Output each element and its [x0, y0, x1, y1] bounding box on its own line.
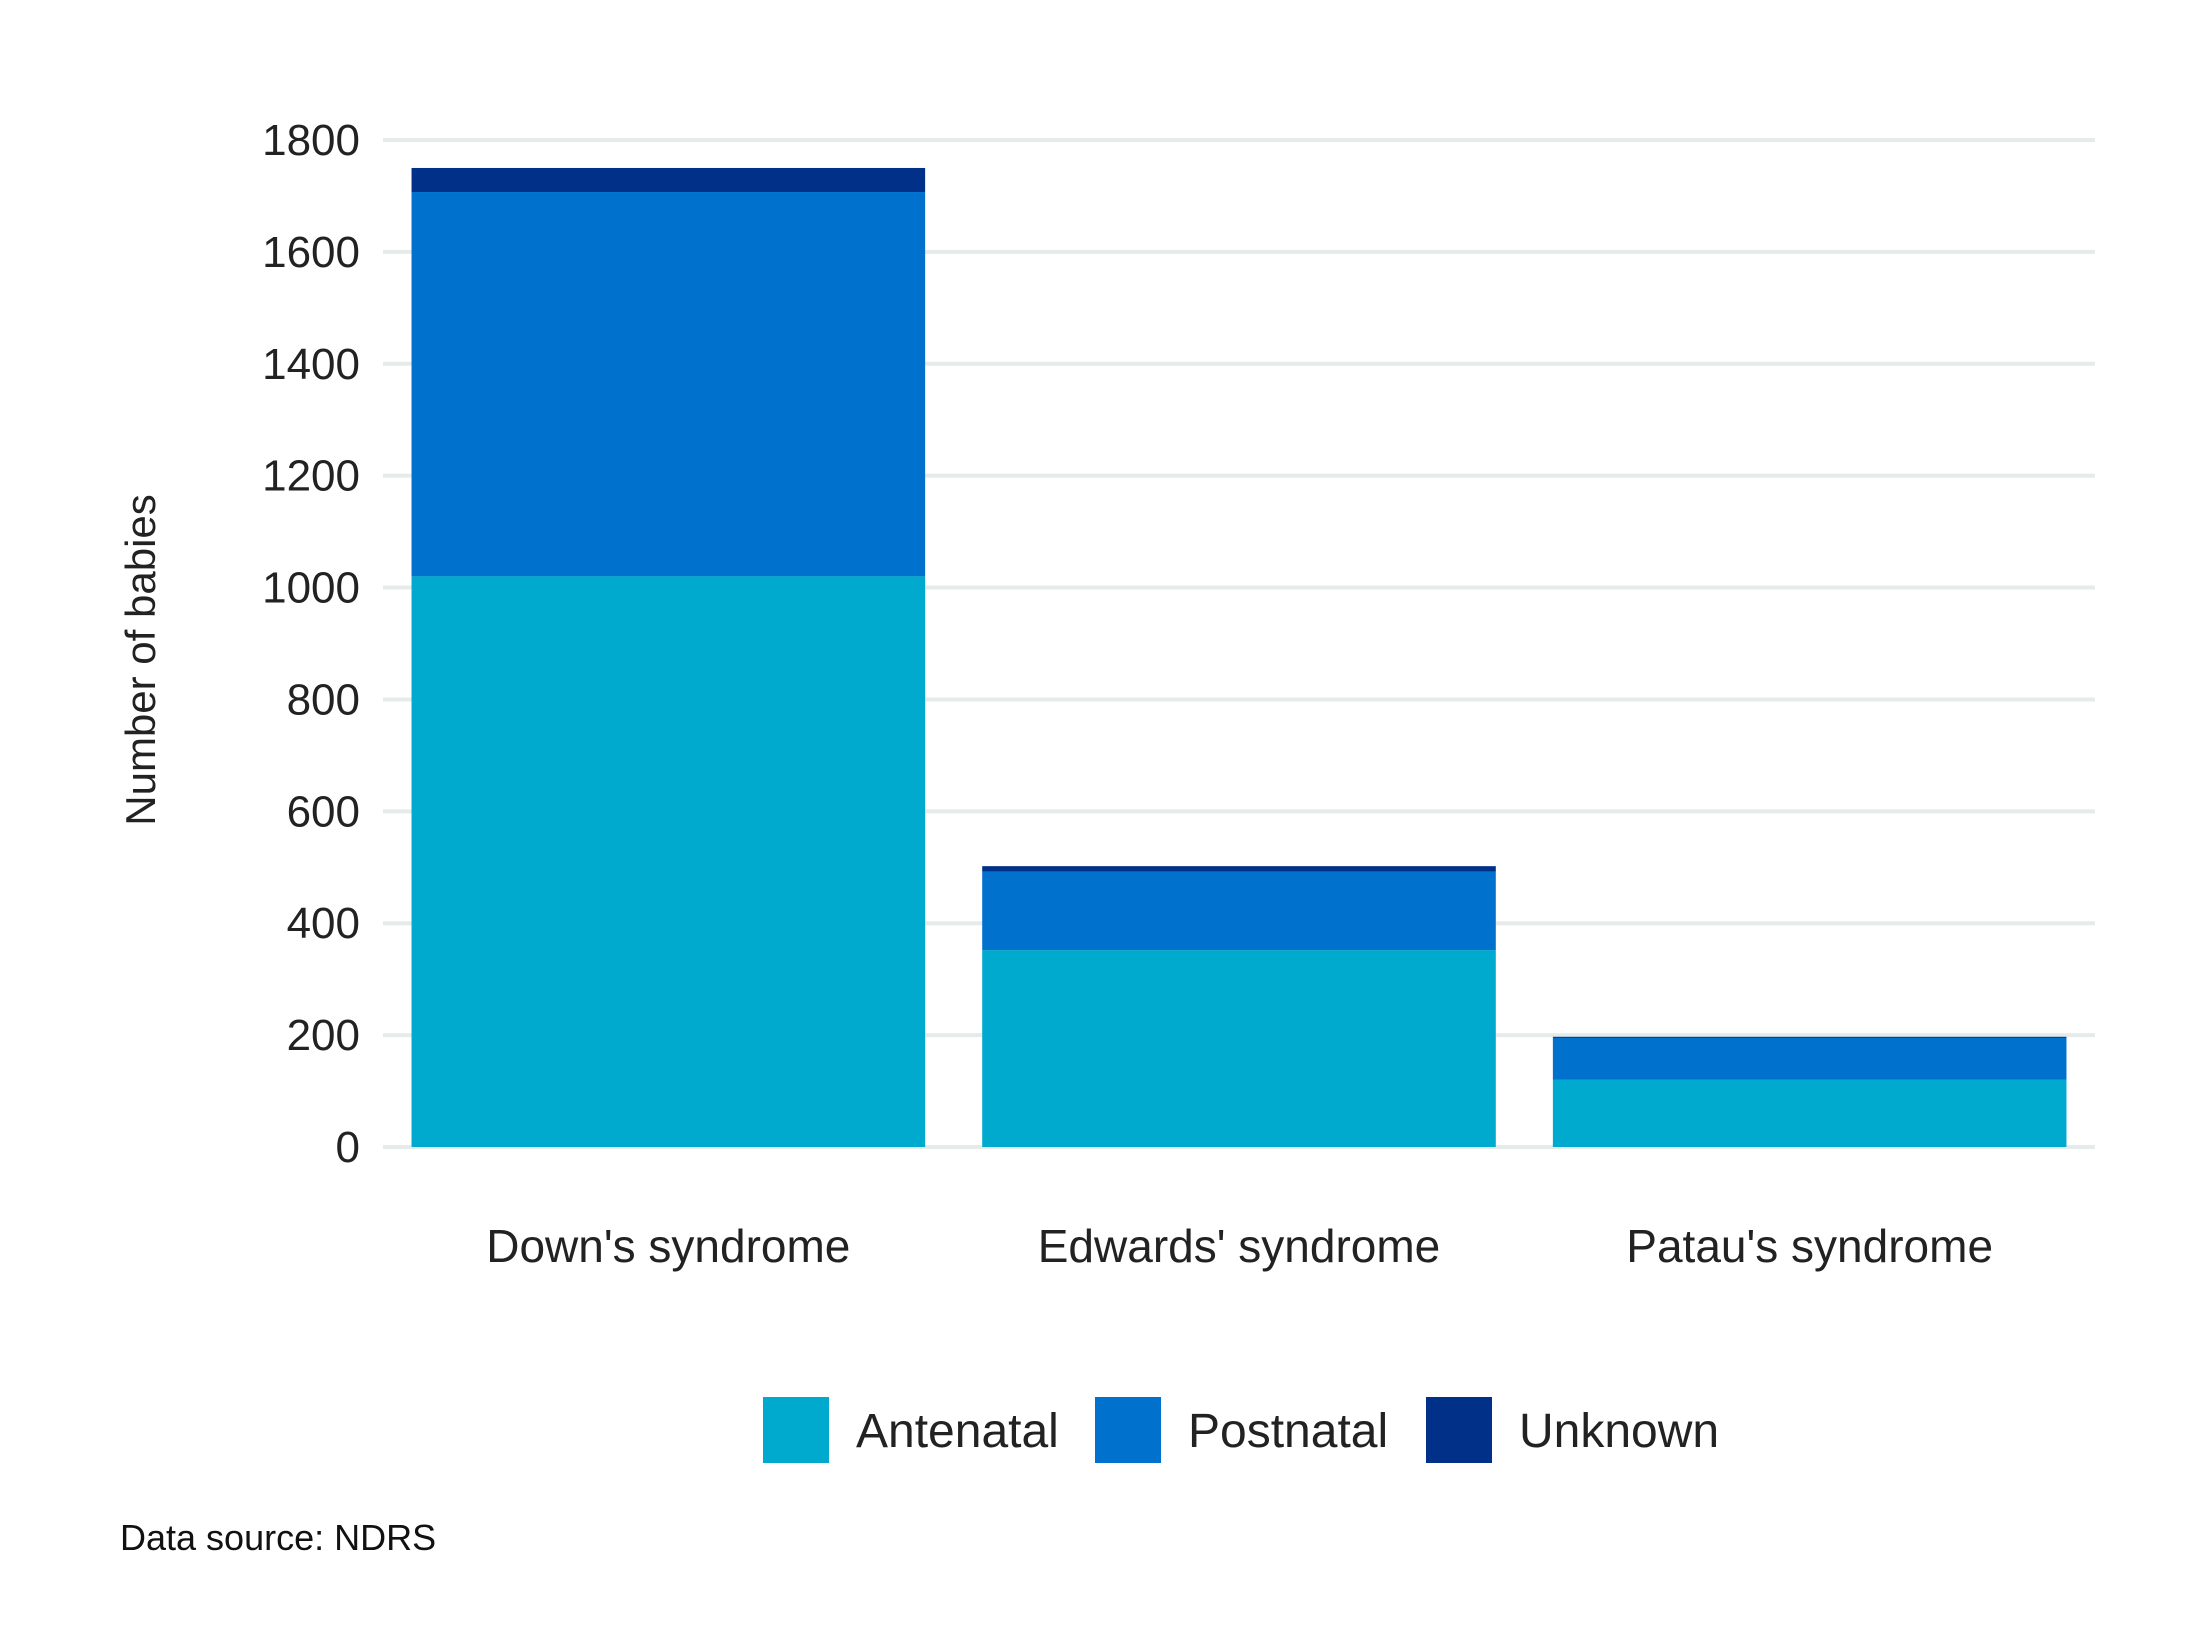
y-tick-label-200: 200 — [287, 1011, 360, 1060]
bar-0-postnatal — [411, 192, 926, 577]
x-axis-labels: Down's syndrome Edwards' syndrome Patau's … — [486, 1220, 1993, 1272]
x-tick-label-0: Down's syndrome — [486, 1220, 850, 1272]
x-tick-label-2: Patau's syndrome — [1626, 1220, 1993, 1272]
legend-swatch-postnatal — [1095, 1397, 1161, 1463]
bar-0-unknown — [411, 167, 926, 193]
bar-1-postnatal — [982, 871, 1496, 951]
legend: Antenatal Postnatal Unknown — [763, 1397, 1719, 1463]
y-tick-label-600: 600 — [287, 787, 360, 836]
legend-swatch-unknown — [1426, 1397, 1492, 1463]
y-axis-ticks: 0 200 400 600 800 1000 1200 1400 1600 1800 — [262, 116, 360, 1172]
legend-label-antenatal: Antenatal — [856, 1405, 1059, 1458]
bar-1-unknown — [982, 866, 1496, 872]
y-tick-label-1000: 1000 — [262, 564, 360, 613]
y-tick-label-800: 800 — [287, 675, 360, 724]
bars — [411, 167, 2067, 1147]
bar-2-antenatal — [1552, 1079, 2067, 1147]
x-tick-label-1: Edwards' syndrome — [1038, 1220, 1441, 1272]
legend-swatch-antenatal — [763, 1397, 829, 1463]
bar-2-unknown — [1552, 1036, 2067, 1038]
bar-2-postnatal — [1552, 1037, 2067, 1080]
bar-0-antenatal — [411, 576, 926, 1147]
y-tick-label-0: 0 — [336, 1123, 360, 1172]
bar-1-antenatal — [982, 950, 1496, 1147]
legend-label-unknown: Unknown — [1519, 1405, 1719, 1458]
y-tick-label-1800: 1800 — [262, 116, 360, 165]
y-tick-label-1400: 1400 — [262, 340, 360, 389]
y-tick-label-1200: 1200 — [262, 452, 360, 501]
y-tick-label-1600: 1600 — [262, 228, 360, 277]
y-tick-label-400: 400 — [287, 899, 360, 948]
data-source-caption: Data source: NDRS — [120, 1517, 436, 1558]
y-axis-title: Number of babies — [117, 494, 164, 826]
legend-label-postnatal: Postnatal — [1188, 1405, 1388, 1458]
